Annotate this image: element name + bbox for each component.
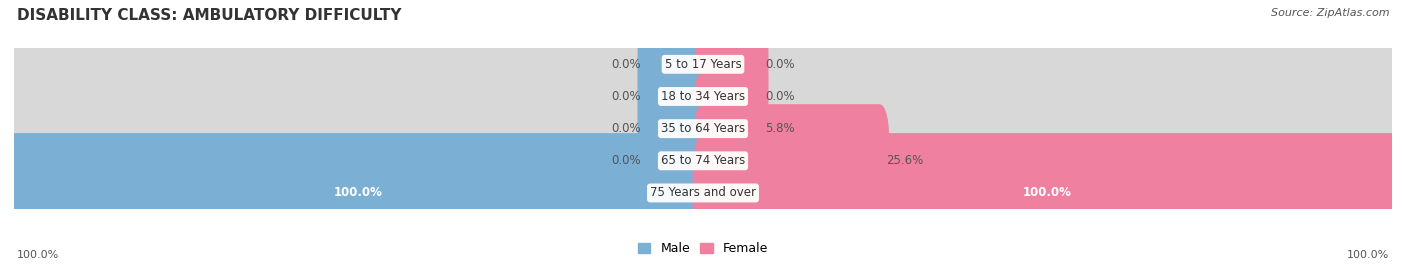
Text: 65 to 74 Years: 65 to 74 Years [661, 154, 745, 167]
Text: 5.8%: 5.8% [765, 122, 794, 135]
Bar [14, 113, 1392, 145]
FancyBboxPatch shape [693, 72, 754, 185]
Text: 100.0%: 100.0% [1024, 187, 1071, 199]
Text: 5 to 17 Years: 5 to 17 Years [665, 58, 741, 71]
FancyBboxPatch shape [4, 40, 713, 153]
FancyBboxPatch shape [693, 72, 1402, 185]
Text: 25.6%: 25.6% [886, 154, 924, 167]
FancyBboxPatch shape [693, 104, 1402, 217]
Legend: Male, Female: Male, Female [634, 239, 772, 259]
FancyBboxPatch shape [637, 8, 713, 121]
FancyBboxPatch shape [693, 104, 890, 217]
FancyBboxPatch shape [4, 72, 713, 185]
Bar [14, 145, 1392, 177]
FancyBboxPatch shape [693, 40, 1402, 153]
Text: 0.0%: 0.0% [612, 58, 641, 71]
Text: 18 to 34 Years: 18 to 34 Years [661, 90, 745, 103]
Text: 0.0%: 0.0% [765, 58, 794, 71]
Text: 100.0%: 100.0% [335, 187, 382, 199]
Bar [14, 48, 1392, 80]
Text: 0.0%: 0.0% [765, 90, 794, 103]
Text: 100.0%: 100.0% [17, 250, 59, 260]
Text: 0.0%: 0.0% [612, 90, 641, 103]
Bar [14, 80, 1392, 113]
FancyBboxPatch shape [4, 8, 713, 121]
FancyBboxPatch shape [693, 8, 1402, 121]
Text: 0.0%: 0.0% [612, 122, 641, 135]
FancyBboxPatch shape [637, 40, 713, 153]
FancyBboxPatch shape [637, 72, 713, 185]
Text: Source: ZipAtlas.com: Source: ZipAtlas.com [1271, 8, 1389, 18]
Text: DISABILITY CLASS: AMBULATORY DIFFICULTY: DISABILITY CLASS: AMBULATORY DIFFICULTY [17, 8, 401, 23]
FancyBboxPatch shape [693, 133, 1402, 253]
Text: 100.0%: 100.0% [1347, 250, 1389, 260]
Text: 75 Years and over: 75 Years and over [650, 187, 756, 199]
FancyBboxPatch shape [4, 133, 713, 253]
Text: 0.0%: 0.0% [612, 154, 641, 167]
Text: 35 to 64 Years: 35 to 64 Years [661, 122, 745, 135]
FancyBboxPatch shape [4, 104, 713, 217]
FancyBboxPatch shape [637, 104, 713, 217]
Bar [14, 177, 1392, 209]
FancyBboxPatch shape [693, 40, 769, 153]
FancyBboxPatch shape [693, 8, 769, 121]
